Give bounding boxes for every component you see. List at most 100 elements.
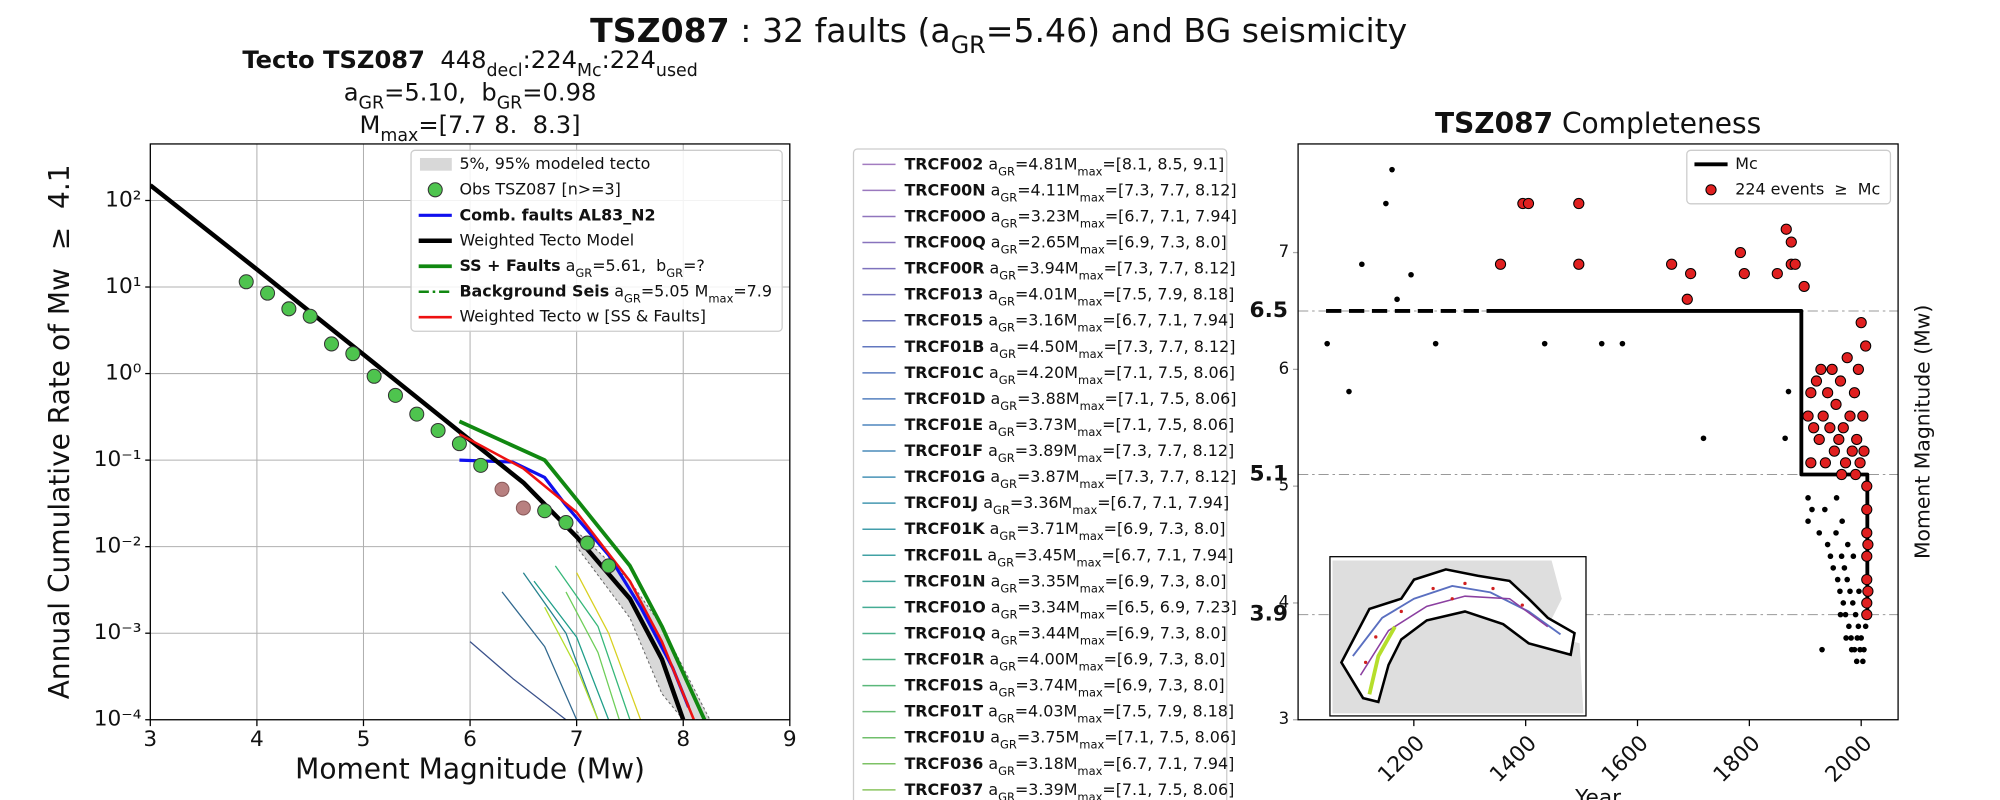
marker — [1700, 435, 1707, 442]
marker — [1855, 317, 1867, 329]
fault-legend-label-part: =[7.1, 7.5, 8.06] — [1104, 727, 1236, 746]
marker — [1838, 553, 1845, 560]
fault-legend-label-part: =4.00M — [1016, 649, 1078, 668]
x-tick-label: 5 — [357, 727, 371, 752]
marker — [1852, 363, 1864, 375]
fault-legend-label: TRCF01J aGR=3.36Mmax=[6.7, 7.1, 7.94] — [904, 493, 1229, 517]
fault-legend-label: TRCF01D aGR=3.88Mmax=[7.1, 7.5, 8.06] — [904, 388, 1236, 412]
figure-title-part: : 32 faults (a — [730, 10, 951, 49]
fault-legend-label: TRCF01B aGR=4.50Mmax=[7.3, 7.7, 8.12] — [904, 336, 1235, 360]
marker — [1862, 538, 1874, 551]
fault-legend-label-part: GR — [998, 164, 1015, 178]
chart-title-part: TSZ087 — [1435, 107, 1553, 140]
marker — [1619, 340, 1626, 347]
marker — [1841, 352, 1853, 364]
marker — [1834, 375, 1847, 387]
x-tick-label: 4 — [250, 727, 264, 752]
fault-legend-label-part: a — [983, 414, 998, 433]
marker — [1830, 398, 1842, 411]
inset-event — [1374, 635, 1378, 639]
y-tick-label: 5 — [1279, 476, 1290, 495]
fault-legend-label-part: GR — [1000, 737, 1017, 751]
fault-legend-label-part: TRCF00N — [904, 180, 985, 199]
fault-legend-label-part: TRCF00R — [904, 258, 984, 277]
fault-legend-label-part: TRCF01T — [904, 701, 983, 720]
fault-legend-label-part: GR — [998, 320, 1015, 334]
fault-legend-label-part: a — [986, 232, 1001, 251]
marker — [1861, 503, 1873, 516]
marker — [1785, 236, 1797, 248]
marker — [1846, 445, 1858, 457]
marker — [1833, 530, 1839, 536]
fault-legend-label-part: a — [986, 206, 1001, 225]
fault-legend-label-part: GR — [998, 789, 1015, 800]
fault-legend-label-part: max — [1079, 268, 1104, 282]
fault-legend-label-part: =[7.3, 7.7, 8.12] — [1104, 467, 1236, 486]
fault-legend-label-part: =[7.3, 7.7, 8.12] — [1103, 336, 1235, 355]
fault-legend-label-part: a — [978, 493, 993, 512]
marker — [1346, 388, 1352, 395]
legend-marker — [1705, 184, 1717, 196]
fault-legend-label-part: TRCF01Q — [904, 623, 985, 642]
marker — [1861, 550, 1873, 562]
fault-legend-label: TRCF01Q aGR=3.44Mmax=[6.9, 7.3, 8.0] — [904, 623, 1226, 647]
marker — [1824, 422, 1836, 434]
marker — [281, 301, 297, 317]
fault-legend-label-part: a — [983, 284, 998, 303]
marker — [1858, 445, 1870, 457]
fault-legend-label-part: TRCF00Q — [904, 232, 985, 251]
legend: 5%, 95% modeled tecto Obs TSZ087 [n>=3] Co… — [410, 149, 783, 332]
fault-legend-label: TRCF01O aGR=3.34Mmax=[6.5, 6.9, 7.23] — [904, 597, 1236, 621]
marker — [1857, 646, 1863, 653]
chart-title-part: used — [656, 61, 698, 81]
marker — [1738, 267, 1750, 280]
fault-legend-label-part: =[6.7, 7.1, 7.94] — [1101, 545, 1233, 564]
fault-legend-label-part: =3.23M — [1017, 206, 1079, 225]
fault-legend-label: TRCF037 aGR=3.39Mmax=[7.1, 7.5, 8.06] — [904, 779, 1234, 800]
marker — [1815, 363, 1827, 375]
marker — [1359, 261, 1365, 268]
fault-legend-label-part: GR — [1000, 581, 1017, 595]
fault-legend-label-part: max — [1080, 190, 1105, 204]
fault-legend-label-part: TRCF01R — [904, 649, 984, 668]
y-tick-label: 10⁻⁴ — [94, 707, 142, 732]
fault-legend-label: TRCF01E aGR=3.73Mmax=[7.1, 7.5, 8.06] — [904, 414, 1234, 438]
fault-legend-label-part: =[6.7, 7.1, 7.94] — [1102, 753, 1234, 772]
marker — [515, 500, 531, 516]
fault-legend-label-part: TRCF013 — [904, 284, 983, 303]
mc-level-label: 6.5 — [1250, 298, 1288, 323]
fault-legend-label-part: max — [1080, 581, 1105, 595]
fault-legend-label-part: a — [986, 180, 1001, 199]
fault-legend-label-part: max — [1080, 398, 1105, 412]
line — [458, 432, 696, 720]
marker — [1839, 518, 1845, 524]
inset-event — [1450, 597, 1454, 601]
marker — [451, 436, 467, 452]
marker — [1666, 258, 1678, 270]
fault-legend-label-part: max — [1078, 372, 1103, 386]
fault-legend-label-part: TRCF01S — [904, 675, 983, 694]
fault-legend-label-part: =[7.5, 7.9, 8.18] — [1102, 701, 1234, 720]
line — [544, 606, 599, 720]
fault-legend-label-part: max — [1077, 789, 1102, 800]
marker — [1858, 635, 1864, 641]
fault-legend-label-part: TRCF01J — [904, 493, 978, 512]
marker — [1844, 410, 1856, 422]
fault-legend-label-part: =[6.9, 7.3, 8.0] — [1104, 649, 1226, 668]
fault-legend-label-part: =[6.9, 7.3, 8.0] — [1103, 675, 1225, 694]
marker — [1827, 553, 1834, 560]
marker — [1833, 433, 1845, 446]
marker — [1830, 565, 1837, 571]
marker — [1805, 387, 1817, 399]
marker — [1808, 422, 1820, 434]
x-tick-label: 1600 — [1597, 731, 1654, 788]
fault-legend-label-part: max — [1080, 607, 1105, 621]
inset-event — [1463, 581, 1467, 586]
marker — [579, 535, 595, 551]
fault-legend-label-part: max — [1077, 424, 1102, 438]
fault-legend-label-part: GR — [998, 451, 1015, 465]
fault-legend-label-part: =[6.7, 7.1, 7.94] — [1105, 206, 1237, 225]
marker — [1805, 457, 1817, 469]
fault-legend-label-part: a — [984, 362, 999, 381]
